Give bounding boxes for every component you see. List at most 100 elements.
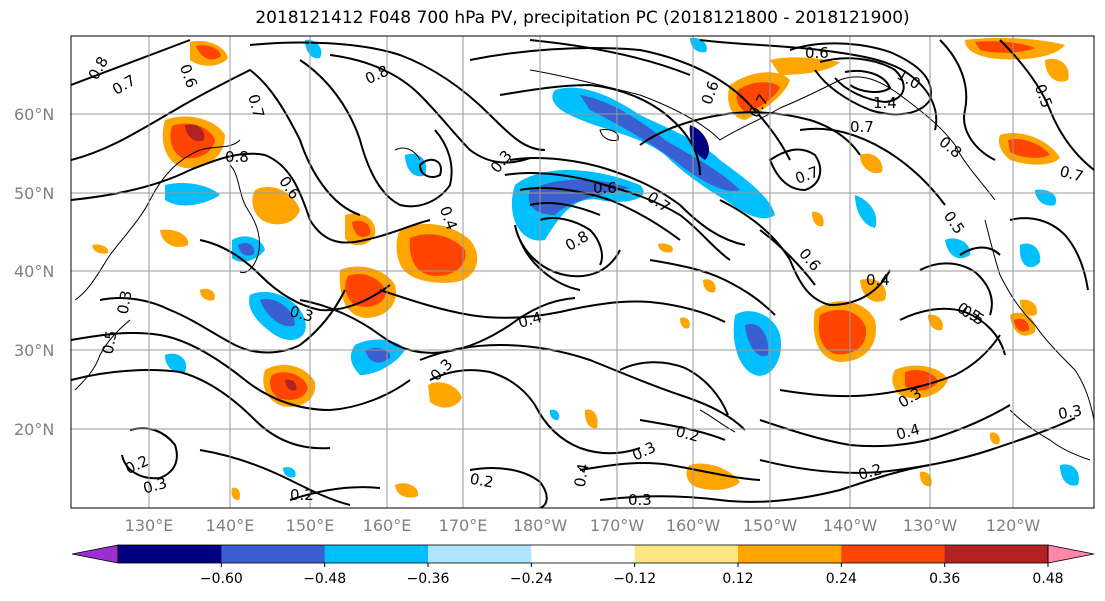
colorbar-segment [221,545,326,563]
lon-label: 140°W [823,516,878,535]
lon-label: 170°E [439,516,488,535]
contour-label: 0.6 [593,179,617,197]
pos-blob [1045,58,1069,82]
colorbar-segment [738,545,842,563]
neg-blob [283,467,296,478]
contour-label: 0.4 [866,271,890,289]
pos-blob [352,220,371,238]
pos-blob [584,409,598,429]
pos-blob [231,487,241,501]
pos-blob [812,211,824,227]
neg-blob [365,347,391,363]
neg-blob [305,39,322,59]
contour-label: 1.4 [873,94,897,112]
lon-label: 130°W [903,516,958,535]
lon-label: 180°W [513,516,568,535]
pos-blob [989,432,1000,445]
pos-blob [860,153,883,174]
contour-label: 0.2 [290,486,314,504]
lat-label: 50°N [14,184,54,203]
neg-blob [238,243,255,256]
contour-label: 0.2 [468,470,495,492]
colorbar-tick-label: −0.60 [200,571,243,587]
lon-label: 140°E [206,516,255,535]
contour-label: 0.4 [571,462,593,489]
pos-blob [185,124,205,142]
neg-blob [690,37,707,53]
lon-label: 160°E [363,516,412,535]
colorbar-extend-max [1047,544,1095,564]
neg-blob [689,125,710,160]
neg-blob [1019,243,1041,268]
contour-label: 0.2 [856,460,884,484]
map-title: 2018121412 F048 700 hPa PV, precipitatio… [255,8,910,28]
colorbar-segment [428,545,532,563]
pv-contours [71,39,1094,508]
precipitation-shading [92,37,1079,501]
pos-blob [92,244,109,254]
colorbar-outline [117,544,1049,564]
contour-label: 0.7 [244,92,268,120]
colorbar-segment [841,545,946,563]
pos-blob [285,379,297,391]
lon-label: 150°W [743,516,798,535]
colorbar [71,544,1095,564]
neg-blob [165,183,220,206]
colorbar-segment [324,545,429,563]
pos-blob [252,186,300,225]
contour-label: 0.8 [225,148,249,166]
neg-blob [165,353,187,373]
colorbar-tick-label: −0.12 [613,571,656,587]
lat-label: 30°N [14,341,54,360]
pos-blob [345,273,386,307]
pos-blob [818,309,867,355]
colorbar-segment [118,545,222,563]
neg-blob [745,324,769,357]
contour-label: 0.2 [674,422,702,446]
colorbar-tick-label: −0.48 [303,571,346,587]
map-border [70,35,1095,509]
latitude-labels: 60°N 50°N 40°N 30°N 20°N [14,105,54,439]
graticule [71,36,1094,508]
pos-blob [395,483,419,498]
colorbar-segment [531,545,636,563]
lon-label: 170°W [590,516,645,535]
lon-label: 130°E [125,516,174,535]
pos-blob [170,123,215,159]
colorbar-segment [634,545,739,563]
pos-blob [928,314,943,331]
pos-blob [428,382,462,408]
pos-blob [658,243,673,253]
lon-label: 160°W [666,516,721,535]
pos-blob [1020,299,1037,316]
contour-label: 0.3 [628,491,652,509]
colorbar-segment [944,545,1049,563]
colorbar-tick-label: 0.24 [826,571,857,587]
contour-label: 0.4 [894,420,922,444]
pos-blob [680,317,690,329]
lat-label: 60°N [14,105,54,124]
colorbar-tick-label: 0.36 [929,571,960,587]
neg-blob [1035,189,1057,206]
colorbar-tick-label: −0.36 [407,571,450,587]
colorbar-tick-label: 0.48 [1032,571,1063,587]
contour-label: 0.6 [805,44,829,62]
pos-blob [409,234,466,276]
pos-blob [196,45,221,60]
contour-label: 0.7 [1058,162,1086,186]
contour-label: 0.4 [516,308,544,332]
pos-blob [919,471,932,487]
contour-label: 0.7 [850,118,874,136]
colorbar-tick-label: 0.12 [722,571,753,587]
neg-blob [549,409,560,421]
contour-label: 0.5 [99,329,121,356]
pos-blob [736,82,780,112]
pos-blob [1008,138,1050,158]
contour-label: 0.3 [141,474,169,498]
neg-blob [1060,464,1079,486]
pos-blob [1014,318,1030,332]
colorbar-tick-label: −0.24 [510,571,553,587]
neg-blob [260,299,295,327]
neg-blob [855,195,877,228]
pos-blob [703,279,716,293]
